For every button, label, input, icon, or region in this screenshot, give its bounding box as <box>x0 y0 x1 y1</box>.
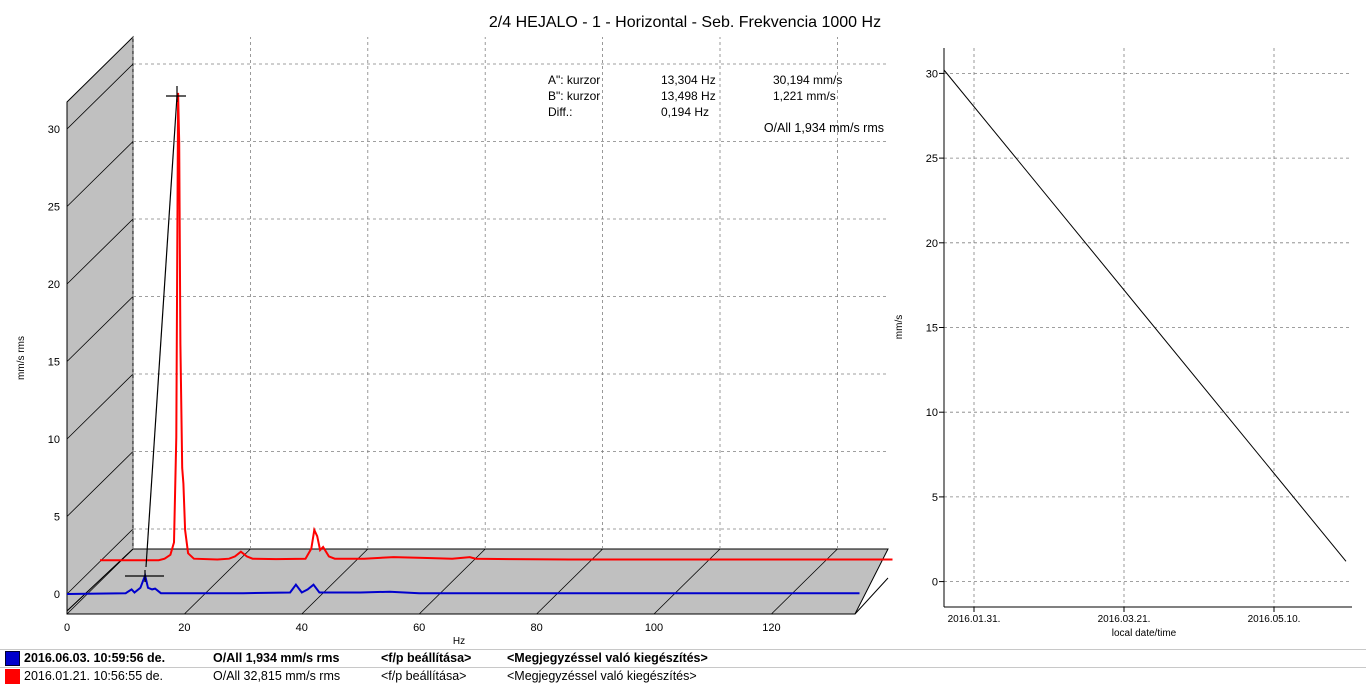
cursor-a-freq: 13,304 Hz <box>661 73 716 87</box>
cursor-a-amp: 30,194 mm/s <box>773 73 843 87</box>
chart-title: 2/4 HEJALO - 1 - Horizontal - Seb. Frekv… <box>488 14 882 31</box>
gridline-x-floor <box>418 548 486 615</box>
y-tick-label: 5 <box>54 512 60 524</box>
cursor-b-label: B": kurzor <box>548 89 601 103</box>
trend-series-line <box>943 69 1347 562</box>
chart-back-wall <box>66 35 134 613</box>
legend-row[interactable]: 2016.06.03. 10:59:56 de. O/All 1,934 mm/… <box>0 650 1366 667</box>
y-tick-label: 10 <box>48 434 60 446</box>
legend-row[interactable]: 2016.01.21. 10:56:55 de. O/All 32,815 mm… <box>0 668 1366 685</box>
gridline-y-side <box>66 141 134 207</box>
cursor-b-marker[interactable] <box>125 570 164 582</box>
gridline-x-floor <box>301 548 369 615</box>
legend-date: 2016.06.03. 10:59:56 de. <box>24 651 166 665</box>
trend-x-tick-label: 2016.01.31. <box>948 614 1001 625</box>
gridline-y-side <box>66 218 134 285</box>
x-tick-label: 0 <box>64 622 70 634</box>
y-tick-label: 25 <box>48 202 60 214</box>
x-tick-label: 120 <box>762 622 780 634</box>
legend-overall: O/All 1,934 mm/s rms <box>213 651 340 665</box>
trend-y-tick-label: 20 <box>926 238 938 250</box>
series-line-blue <box>66 571 860 595</box>
legend-swatch <box>5 651 20 666</box>
trend-y-tick-label: 15 <box>926 323 938 335</box>
trend-y-tick-label: 25 <box>926 153 938 165</box>
trend-x-tick-label: 2016.03.21. <box>1098 614 1151 625</box>
y-tick-label: 0 <box>54 589 60 601</box>
gridline-y-side <box>66 296 134 362</box>
x-tick-label: 80 <box>530 622 542 634</box>
y-axis-label: mm/s rms <box>16 336 27 380</box>
gridline-x-floor <box>184 548 251 615</box>
legend-date: 2016.01.21. 10:56:55 de. <box>24 669 164 683</box>
trend-y-axis-label: mm/s <box>894 315 905 339</box>
cursor-diff-freq: 0,194 Hz <box>661 105 710 119</box>
legend-overall: O/All 32,815 mm/s rms <box>213 669 341 683</box>
x-axis-label: Hz <box>453 636 465 647</box>
gridline-y-side <box>66 63 134 130</box>
x-tick-label: 60 <box>413 622 425 634</box>
x-tick-label: 20 <box>178 622 190 634</box>
x-tick-label: 40 <box>296 622 308 634</box>
gridline-y-side <box>66 528 134 595</box>
cursor-readout: A": kurzor 13,304 Hz 30,194 mm/s B": kur… <box>548 73 888 135</box>
overall-value: O/All 1,934 mm/s rms <box>763 121 884 135</box>
trend-y-tick-label: 5 <box>932 492 938 504</box>
y-tick-label: 20 <box>48 279 60 291</box>
cursor-b-freq: 13,498 Hz <box>661 89 716 103</box>
gridline-y-side <box>66 451 134 517</box>
trend-y-tick-label: 0 <box>932 577 938 589</box>
legend-fp-link[interactable]: <f/p beállítása> <box>381 651 472 665</box>
trend-y-tick-label: 10 <box>926 407 938 419</box>
y-tick-label: 30 <box>48 124 60 136</box>
gridline-y-side <box>66 373 134 440</box>
series-line-red <box>100 92 893 562</box>
legend-swatch <box>5 669 20 684</box>
x-tick-label: 100 <box>645 622 663 634</box>
trend-y-tick-label: 30 <box>926 68 938 80</box>
cursor-diff-label: Diff.: <box>548 105 573 119</box>
legend-fp-link[interactable]: <f/p beállítása> <box>381 669 467 683</box>
trend-x-axis-label: local date/time <box>1112 628 1177 639</box>
legend-note-link[interactable]: <Megjegyzéssel való kiegészítés> <box>507 669 697 683</box>
cursor-a-marker[interactable] <box>145 86 186 568</box>
cursor-a-label: A": kurzor <box>548 73 601 87</box>
cursor-b-amp: 1,221 mm/s <box>773 89 836 103</box>
legend-note-link[interactable]: <Megjegyzéssel való kiegészítés> <box>507 651 708 665</box>
y-tick-label: 15 <box>48 357 60 369</box>
trend-x-tick-label: 2016.05.10. <box>1248 614 1301 625</box>
